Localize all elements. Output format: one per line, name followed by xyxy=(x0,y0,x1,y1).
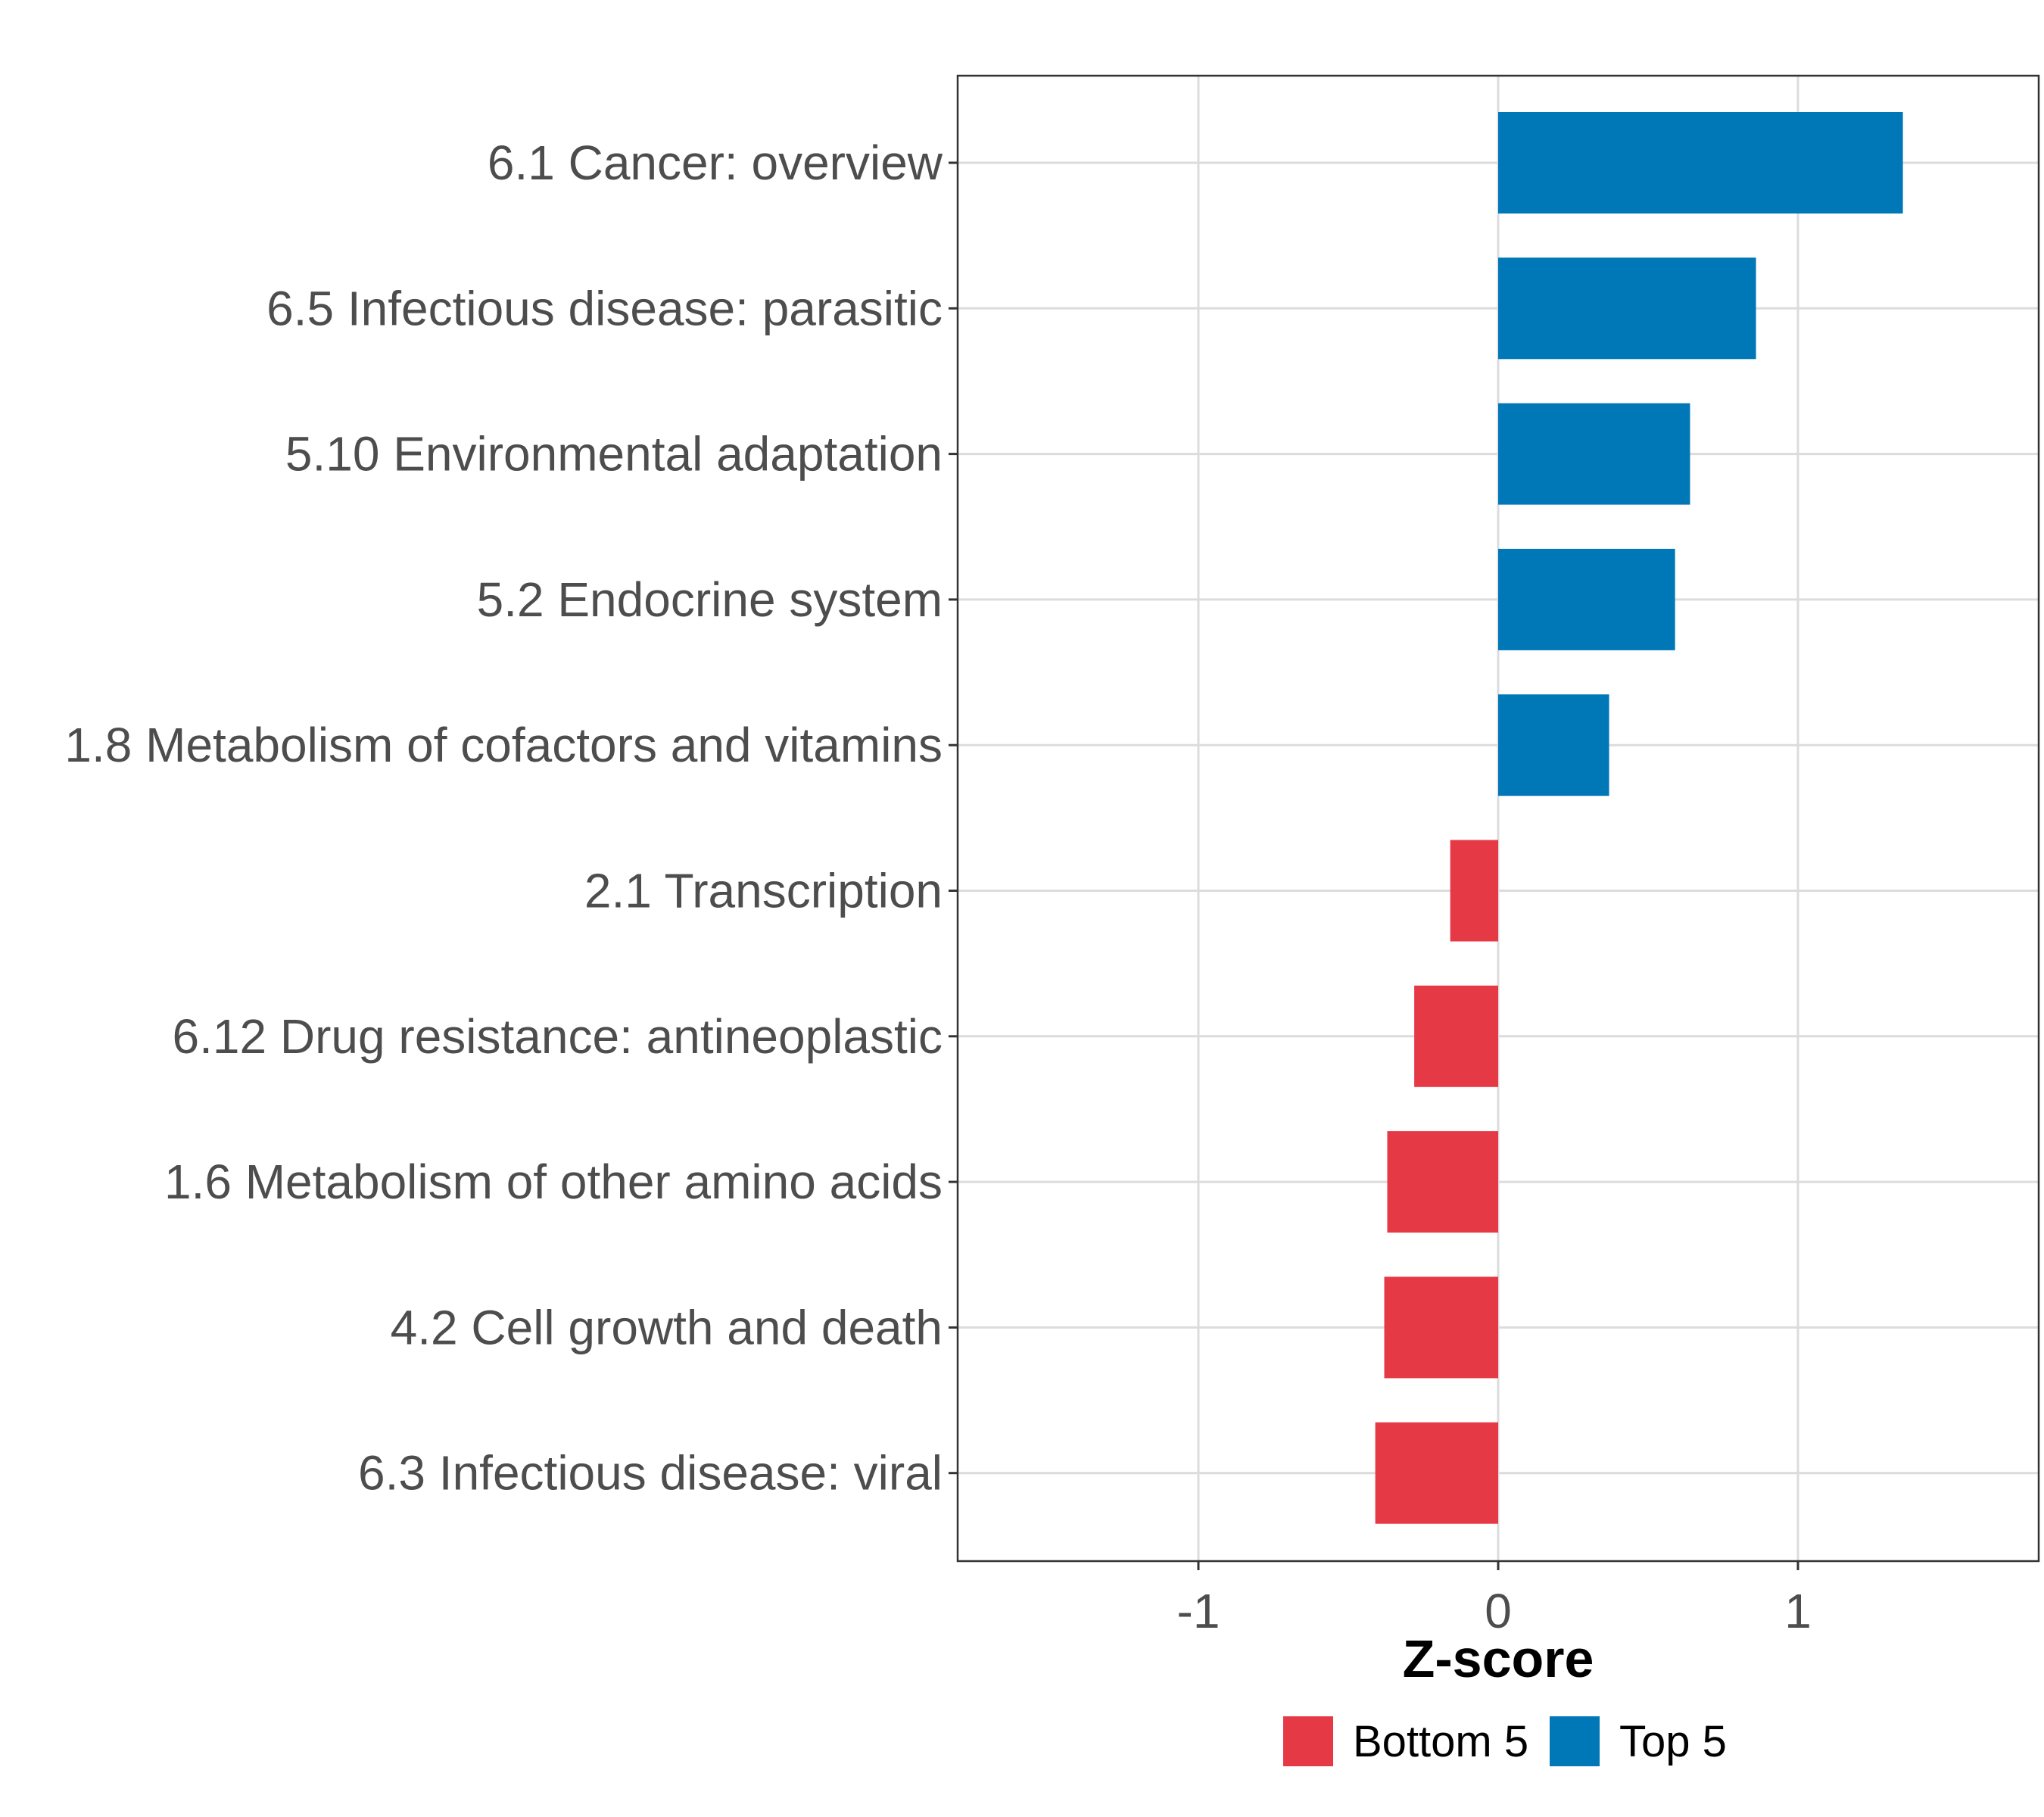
y-tick-label: 6.12 Drug resistance: antineoplastic xyxy=(173,1009,943,1064)
x-axis-title: Z-score xyxy=(1403,1629,1594,1688)
bar xyxy=(1450,840,1498,942)
y-tick-label: 5.2 Endocrine system xyxy=(477,572,943,627)
legend-label: Top 5 xyxy=(1619,1717,1727,1766)
y-tick-label: 5.10 Environmental adaptation xyxy=(285,427,943,482)
bar xyxy=(1384,1276,1498,1379)
y-tick-label: 1.8 Metabolism of cofactors and vitamins xyxy=(64,718,943,772)
y-axis: 6.1 Cancer: overview 6.5 Infectious disea… xyxy=(64,136,958,1501)
y-tick-label: 1.6 Metabolism of other amino acids xyxy=(164,1155,943,1209)
y-tick-label: 4.2 Cell growth and death xyxy=(391,1300,943,1354)
bar xyxy=(1498,112,1903,213)
bar xyxy=(1414,985,1498,1087)
legend-key xyxy=(1283,1716,1333,1766)
bar-layer xyxy=(1375,112,1903,1524)
bar xyxy=(1375,1422,1498,1524)
bar xyxy=(1498,403,1690,505)
legend-key xyxy=(1550,1716,1600,1766)
y-tick-label: 6.3 Infectious disease: viral xyxy=(358,1446,943,1501)
x-tick-label: -1 xyxy=(1177,1584,1220,1638)
bar xyxy=(1498,694,1609,796)
y-tick-label: 6.5 Infectious disease: parasitic xyxy=(266,281,943,335)
bar xyxy=(1387,1131,1498,1233)
bar xyxy=(1498,257,1756,360)
x-tick-label: 0 xyxy=(1485,1584,1512,1638)
x-tick-label: 1 xyxy=(1784,1584,1812,1638)
y-tick-label: 2.1 Transcription xyxy=(584,864,943,918)
y-tick-label: 6.1 Cancer: overview xyxy=(488,136,943,190)
legend-label: Bottom 5 xyxy=(1353,1717,1528,1766)
bar xyxy=(1498,548,1675,650)
x-axis: -1 0 1 xyxy=(1177,1561,1812,1638)
legend: Bottom 5 Top 5 xyxy=(1283,1716,1727,1766)
